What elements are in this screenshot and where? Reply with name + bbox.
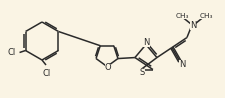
Text: N: N [190,21,196,30]
Text: CH₃: CH₃ [199,13,213,19]
Text: S: S [139,68,144,77]
Text: CH₃: CH₃ [175,13,189,19]
Text: Cl: Cl [7,48,16,57]
Text: N: N [179,60,185,69]
Text: N: N [143,38,150,47]
Text: O: O [105,64,111,73]
Text: Cl: Cl [43,69,51,78]
